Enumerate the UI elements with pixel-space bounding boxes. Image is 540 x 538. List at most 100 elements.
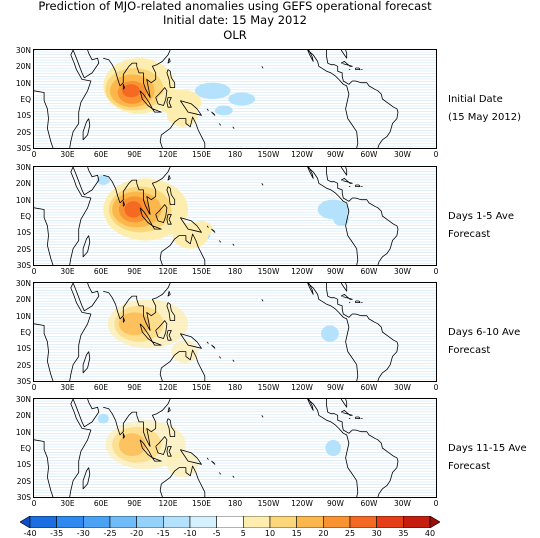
- lon-label: 60W: [360, 383, 378, 392]
- lon-label: 120E: [158, 150, 178, 159]
- lon-label: 90W: [327, 383, 344, 392]
- lon-label: 0: [433, 267, 439, 276]
- lat-label: EQ: [20, 95, 31, 104]
- colorbar-tick-label: -35: [50, 529, 64, 538]
- lat-label: 20N: [15, 62, 31, 72]
- panel-label-line1: Days 11-15 Ave: [448, 443, 527, 454]
- colorbar-tick-label: -10: [183, 529, 197, 538]
- negative-anomaly-region: [333, 212, 349, 226]
- lat-label: 30S: [16, 261, 31, 270]
- lat-label: 20N: [15, 295, 31, 305]
- colorbar-tick-label: 10: [264, 529, 276, 538]
- colorbar-segment: [56, 516, 84, 528]
- colorbar-tick-label: 35: [398, 529, 409, 538]
- colorbar-segment: [296, 516, 324, 528]
- negative-anomaly-region: [97, 413, 109, 424]
- negative-anomaly-region: [96, 175, 110, 185]
- lon-label: 0: [433, 499, 439, 508]
- lat-label: 10N: [15, 311, 31, 321]
- colorbar-tick-label: 25: [344, 529, 356, 538]
- lon-label: 180: [227, 267, 243, 276]
- colorbar-tick-label: -20: [130, 529, 144, 538]
- lon-label: 180: [227, 499, 243, 508]
- coastlines: [34, 399, 399, 497]
- lat-label: EQ: [20, 328, 31, 337]
- lon-label: 90W: [327, 499, 344, 508]
- lat-label: 20N: [15, 411, 31, 421]
- panel-label-line1: Initial Date: [448, 94, 503, 105]
- map-canvas: [34, 167, 436, 265]
- negative-anomaly-region: [228, 92, 256, 106]
- colorbar-tick-label: 5: [240, 529, 246, 538]
- lon-label: 120E: [158, 383, 178, 392]
- lat-label: 30S: [16, 377, 31, 386]
- lat-label: 30N: [15, 163, 31, 172]
- lon-label: 30E: [60, 383, 75, 392]
- lon-label: 30E: [60, 150, 75, 159]
- lon-label: 60E: [93, 499, 109, 508]
- colorbar-segment: [349, 516, 377, 528]
- colorbar-tick-label: 15: [291, 529, 302, 538]
- colorbar-segment: [20, 516, 31, 528]
- lon-label: 60W: [360, 499, 378, 508]
- lat-label: 10S: [16, 344, 31, 354]
- panel-label-line2: Forecast: [448, 229, 491, 240]
- colorbar-segment: [163, 516, 191, 528]
- lon-label: 0: [31, 499, 37, 508]
- lat-label: EQ: [20, 444, 31, 453]
- lat-label: 30N: [15, 395, 31, 404]
- lat-label: 30S: [16, 144, 31, 153]
- lon-label: 150W: [257, 383, 280, 392]
- negative-anomaly-region: [194, 82, 231, 99]
- lon-label: 120W: [291, 150, 313, 159]
- colorbar-segment: [216, 516, 244, 528]
- lon-label: 30W: [394, 267, 411, 276]
- lon-label: 60E: [93, 383, 109, 392]
- colorbar-segment: [403, 516, 431, 528]
- lon-label: 30W: [394, 499, 411, 508]
- colorbar-segment: [243, 516, 271, 528]
- lat-label: 20S: [16, 244, 31, 254]
- lon-label: 120E: [158, 267, 178, 276]
- lon-label: 30W: [394, 383, 411, 392]
- lon-label: 0: [31, 150, 37, 159]
- colorbar-segment: [189, 516, 217, 528]
- map-panel-1: [33, 49, 437, 149]
- map-canvas: [34, 399, 436, 497]
- lat-label: 30S: [16, 493, 31, 502]
- lat-label: 10N: [15, 78, 31, 88]
- lon-label: 90E: [127, 383, 142, 392]
- lon-label: 180: [227, 383, 243, 392]
- colorbar-tick-label: 40: [424, 529, 436, 538]
- lat-label: 10N: [15, 427, 31, 437]
- positive-anomaly-region: [124, 201, 143, 218]
- map-canvas: [34, 50, 436, 148]
- lon-label: 90E: [127, 499, 142, 508]
- panel-label-line1: Days 1-5 Ave: [448, 211, 514, 222]
- lon-label: 90E: [127, 267, 142, 276]
- lon-label: 90W: [327, 267, 344, 276]
- lat-label: 20S: [16, 476, 31, 486]
- lon-label: 0: [433, 383, 439, 392]
- colorbar: [20, 516, 440, 528]
- colorbar-segment: [83, 516, 111, 528]
- lon-label: 120W: [291, 499, 313, 508]
- negative-anomaly-region: [325, 439, 342, 457]
- lon-label: 150E: [191, 267, 212, 276]
- positive-anomaly-region: [118, 312, 151, 336]
- coastlines: [34, 283, 399, 381]
- colorbar-segment: [323, 516, 351, 528]
- colorbar-tick-label: -40: [23, 529, 37, 538]
- panel-label-line1: Days 6-10 Ave: [448, 327, 521, 338]
- lat-label: 10S: [16, 111, 31, 121]
- map-panel-4: [33, 398, 437, 498]
- figure-subtitle-date: Initial date: 15 May 2012: [163, 13, 307, 27]
- lon-label: 30W: [394, 150, 411, 159]
- panel-label-line2: Forecast: [448, 461, 491, 472]
- lon-label: 150E: [191, 383, 212, 392]
- lon-label: 120E: [158, 499, 178, 508]
- colorbar-segment: [269, 516, 297, 528]
- panel-label-line2: (15 May 2012): [448, 112, 522, 123]
- colorbar-segment: [429, 516, 440, 528]
- positive-anomaly-region: [122, 84, 141, 98]
